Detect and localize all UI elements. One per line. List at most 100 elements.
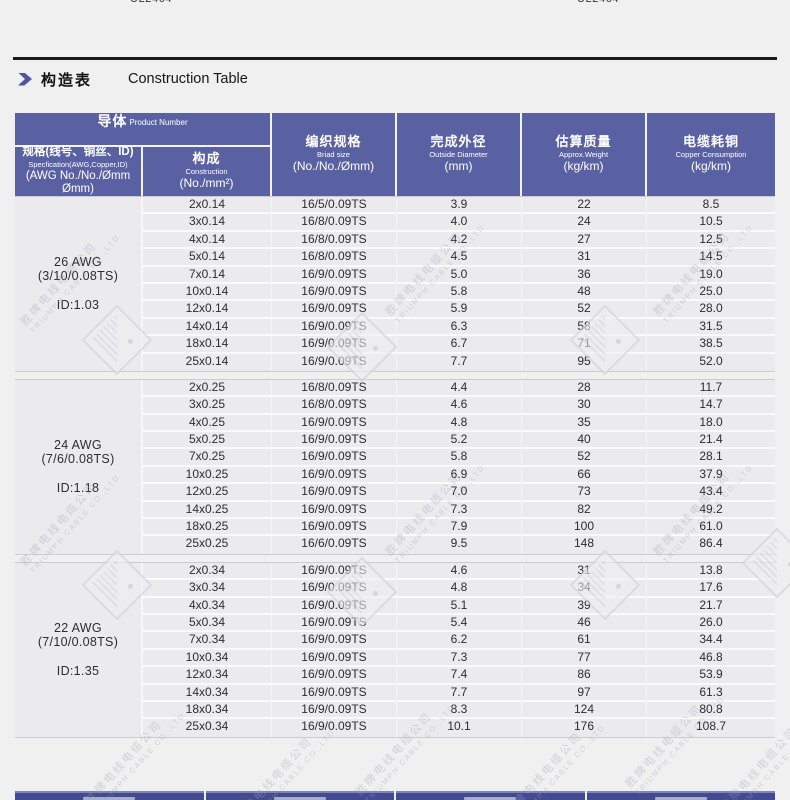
table-row: 3x0.14 16/8/0.09TS 4.0 24 10.5 — [143, 214, 775, 232]
clipped-header-cell — [396, 791, 585, 800]
table-row: 7x0.14 16/9/0.09TS 5.0 36 19.0 — [143, 266, 775, 284]
table-cell: 16/8/0.09TS — [272, 214, 397, 230]
table-cell: 16/9/0.09TS — [272, 353, 397, 371]
table-cell: 108.7 — [695, 719, 727, 734]
table-cell: 28.0 — [699, 301, 723, 316]
table-cell: 4.0 — [397, 214, 522, 230]
table-cell: 18x0.14 — [143, 336, 272, 352]
table-cell: 5x0.14 — [143, 249, 272, 265]
group-rows: 2x0.14 16/5/0.09TS 3.9 22 8.5 3x0.14 16/8/0.09… — [143, 197, 775, 371]
group-id: ID:1.18 — [56, 481, 100, 496]
table-cell: 5.4 — [397, 614, 522, 631]
table-row: 12x0.14 16/9/0.09TS 5.9 52 28.0 — [143, 301, 775, 319]
table-row: 18x0.14 16/9/0.09TS 6.7 71 38.5 — [143, 336, 775, 354]
table-cell: 5.8 — [397, 449, 522, 465]
table-cell: 31 — [522, 249, 647, 265]
table-cell: 5.0 — [397, 266, 522, 282]
table-cell: 16/9/0.09TS — [272, 301, 397, 317]
construction-table: 导体 Product Number 规格(线号、铜丝、ID) Specficat… — [15, 113, 775, 745]
section-title-zh: 构造表 — [41, 71, 93, 89]
table-cell: 16/9/0.09TS — [272, 283, 397, 300]
table-cell: 12x0.14 — [143, 301, 272, 317]
table-cell: 8.3 — [397, 701, 522, 718]
table-cell: 3x0.25 — [143, 397, 272, 413]
table-cell: 176 — [522, 719, 647, 737]
table-cell: 11.7 — [699, 379, 723, 394]
table-cell: 5.8 — [397, 283, 522, 300]
header-construction: 构成 Construction (No./mm²) — [143, 147, 272, 196]
table-cell: 16/9/0.09TS — [272, 501, 397, 518]
table-cell: 7.3 — [397, 649, 522, 666]
table-cell: 10x0.34 — [143, 649, 272, 666]
group-strand: (7/10/0.08TS) — [37, 635, 119, 650]
table-cell: 3.9 — [397, 197, 522, 213]
table-cell: 4.4 — [397, 379, 522, 396]
table-cell: 18.0 — [699, 414, 723, 429]
table-cell: 16/5/0.09TS — [272, 197, 397, 213]
table-cell: 7.9 — [397, 519, 522, 535]
table-cell: 49.2 — [699, 501, 723, 516]
table-cell: 3x0.14 — [143, 214, 272, 230]
table-cell: 4.5 — [397, 249, 522, 265]
table-cell: 2x0.25 — [143, 379, 272, 396]
table-cell: 14.5 — [699, 249, 723, 264]
table-cell: 10x0.25 — [143, 466, 272, 483]
table-cell: 37.9 — [699, 466, 723, 481]
table-cell: 25.0 — [699, 283, 723, 298]
table-body: 26 AWG (3/10/0.08TS) ID:1.03 2x0.14 16/5/… — [15, 196, 775, 738]
table-row: 25x0.14 16/9/0.09TS 7.7 95 52.0 — [143, 353, 775, 371]
table-cell: 22 — [522, 197, 647, 213]
table-row: 12x0.34 16/9/0.09TS 7.4 86 53.9 — [143, 667, 775, 685]
table-cell: 16/9/0.09TS — [272, 701, 397, 718]
table-cell: 16/9/0.09TS — [272, 336, 397, 352]
table-cell: 4.2 — [397, 231, 522, 248]
table-cell: 38.5 — [699, 336, 723, 351]
group-label: 26 AWG (3/10/0.08TS) ID:1.03 — [15, 197, 143, 371]
table-cell: 24 — [522, 214, 647, 230]
table-cell: 35 — [522, 414, 647, 431]
table-cell: 61.3 — [699, 684, 723, 699]
table-cell: 7.7 — [397, 684, 522, 700]
table-cell: 4.8 — [397, 414, 522, 431]
table-cell: 48 — [522, 283, 647, 300]
header-braid-size: 编织规格 Briad size (No./No./Ømm) — [272, 113, 397, 196]
table-cell: 16/9/0.09TS — [272, 414, 397, 431]
group-label: 24 AWG (7/6/0.08TS) ID:1.18 — [15, 379, 143, 554]
table-cell: 5.1 — [397, 597, 522, 613]
table-cell: 7x0.34 — [143, 632, 272, 648]
table-cell: 18x0.25 — [143, 519, 272, 535]
table-cell: 25x0.34 — [143, 719, 272, 737]
table-cell: 5x0.34 — [143, 614, 272, 631]
table-row: 14x0.34 16/9/0.09TS 7.7 97 61.3 — [143, 684, 775, 702]
table-cell: 28 — [522, 379, 647, 396]
table-cell: 61 — [522, 632, 647, 648]
table-cell: 86.4 — [699, 536, 723, 551]
table-cell: 6.3 — [397, 318, 522, 335]
awg-group: 24 AWG (7/6/0.08TS) ID:1.18 2x0.25 16/8/0… — [15, 378, 775, 555]
table-cell: 16/9/0.09TS — [272, 614, 397, 631]
table-row: 4x0.25 16/9/0.09TS 4.8 35 18.0 — [143, 414, 775, 433]
table-cell: 2x0.34 — [143, 562, 272, 579]
table-cell: 4x0.34 — [143, 597, 272, 613]
table-cell: 13.8 — [699, 562, 723, 577]
group-rows: 2x0.25 16/8/0.09TS 4.4 28 11.7 3x0.25 16/8/0.0… — [143, 379, 775, 554]
table-cell: 6.9 — [397, 466, 522, 483]
table-cell: 7x0.25 — [143, 449, 272, 465]
table-cell: 80.8 — [699, 701, 723, 716]
table-cell: 95 — [522, 353, 647, 371]
next-section-header-clipped — [15, 791, 775, 800]
table-row: 18x0.25 16/9/0.09TS 7.9 100 61.0 — [143, 519, 775, 537]
table-row: 10x0.14 16/9/0.09TS 5.8 48 25.0 — [143, 283, 775, 302]
table-cell: 34 — [522, 580, 647, 596]
table-cell: 12x0.34 — [143, 667, 272, 683]
group-label: 22 AWG (7/10/0.08TS) ID:1.35 — [15, 562, 143, 737]
table-cell: 16/9/0.09TS — [272, 719, 397, 737]
table-cell: 27 — [522, 231, 647, 248]
table-cell: 7x0.14 — [143, 266, 272, 282]
table-cell: 14.7 — [699, 397, 723, 412]
table-row: 2x0.25 16/8/0.09TS 4.4 28 11.7 — [143, 379, 775, 398]
table-cell: 21.7 — [699, 597, 723, 612]
clipped-header-cell — [205, 791, 394, 800]
table-row: 4x0.34 16/9/0.09TS 5.1 39 21.7 — [143, 597, 775, 615]
header-outside-diameter: 完成外径 Outside Diameter (mm) — [397, 113, 522, 196]
